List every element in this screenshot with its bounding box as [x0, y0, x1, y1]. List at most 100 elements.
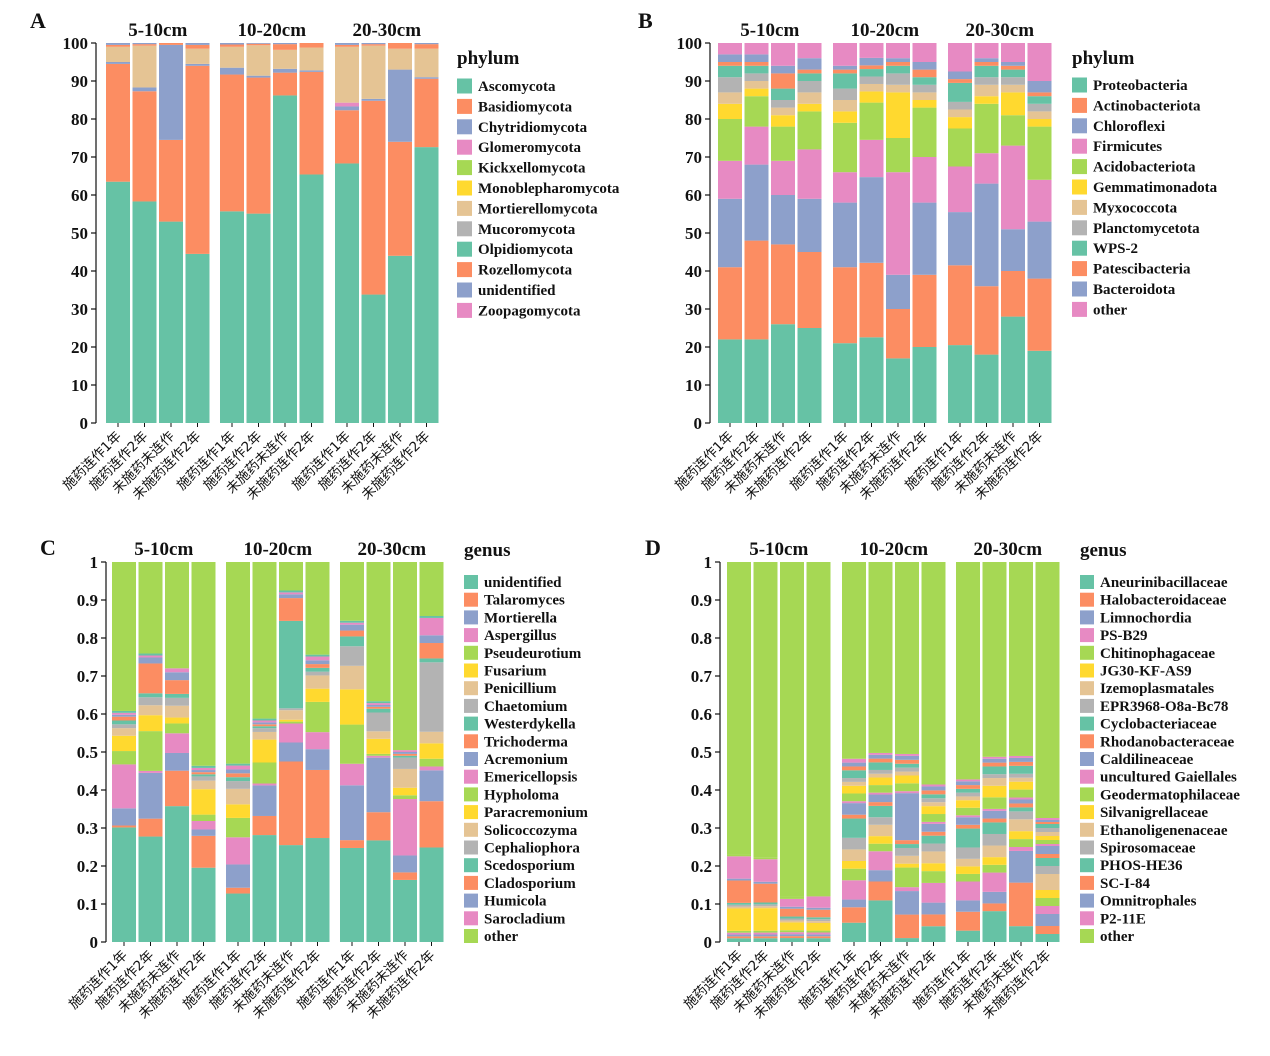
bar-segment [727, 908, 751, 931]
bar-segment [220, 43, 244, 45]
bar-segment [744, 81, 769, 89]
bar-segment [833, 88, 857, 100]
bar-segment [112, 716, 136, 721]
bar-segment [780, 562, 804, 897]
legend-item-label: Emericellopsis [484, 770, 577, 786]
bar-segment [868, 785, 893, 793]
bar-segment [393, 757, 417, 769]
bar-segment [299, 43, 324, 48]
legend-item-label: EPR3968-O8a-Bc78 [1100, 699, 1228, 715]
legend-swatch [1072, 199, 1087, 215]
bar-segment [797, 252, 822, 328]
bar-segment [393, 799, 417, 856]
bar-segment [744, 126, 769, 165]
bar-segment [1035, 562, 1060, 818]
legend-swatch [1080, 575, 1094, 589]
bar-segment [305, 667, 330, 672]
bar-segment [226, 777, 250, 782]
bar-segment [361, 44, 386, 46]
bar-segment [956, 815, 980, 818]
bar-segment [921, 802, 946, 807]
bar-segment [886, 43, 910, 59]
bar-segment [956, 828, 980, 848]
bar-segment [220, 211, 244, 423]
bar-segment [744, 88, 769, 97]
bar-segment [744, 54, 769, 62]
bar-segment [1027, 43, 1052, 81]
bar-segment [718, 77, 742, 93]
legend-item-label: PS-B29 [1100, 628, 1148, 644]
panel-label: D [645, 535, 661, 560]
bar-segment [886, 58, 910, 62]
bar-segment [842, 868, 866, 881]
bar-segment [771, 107, 795, 116]
legend-swatch [464, 769, 478, 784]
bar-segment [806, 907, 831, 910]
bar-segment [335, 43, 359, 45]
bar-segment [252, 728, 277, 732]
bar-segment [718, 198, 742, 268]
bar-segment [414, 48, 439, 78]
bar-segment [335, 102, 359, 107]
bar-segment [868, 824, 893, 837]
bar-segment [1001, 229, 1025, 271]
bar-segment [165, 672, 189, 681]
legend-item-label: Fusarium [484, 664, 547, 680]
bar-segment [868, 752, 893, 755]
bar-segment [159, 139, 183, 222]
bar-segment [226, 562, 250, 764]
bar-segment [226, 773, 250, 778]
bar-segment [335, 110, 359, 164]
bar-segment [279, 708, 303, 711]
bar-segment [1035, 820, 1060, 822]
bar-segment [727, 930, 751, 933]
bar-segment [419, 801, 444, 848]
y-tick-label: 0.3 [691, 819, 712, 838]
legend-swatch [464, 734, 478, 749]
bar-segment [718, 119, 742, 161]
bar-segment [833, 100, 857, 112]
legend-swatch [457, 119, 472, 135]
bar-segment [393, 752, 417, 754]
bar-segment [797, 92, 822, 104]
bar-segment [1035, 844, 1060, 846]
y-tick-label: 0.1 [77, 895, 98, 914]
bar-segment [226, 864, 250, 888]
bar-segment [1009, 850, 1033, 883]
legend-item-label: PHOS-HE36 [1100, 858, 1183, 874]
bar-segment [771, 65, 795, 74]
bar-segment [1035, 824, 1060, 828]
legend-swatch [1080, 698, 1094, 713]
bar-segment [273, 43, 297, 45]
bar-segment [366, 753, 391, 756]
bar-segment [165, 680, 189, 694]
bar-segment [159, 44, 183, 140]
bar-segment [340, 840, 364, 848]
bar-segment [138, 693, 163, 698]
bar-segment [895, 891, 919, 915]
bar-segment [921, 871, 946, 883]
legend-swatch [1072, 118, 1087, 134]
bar-segment [806, 909, 831, 918]
bar-segment [886, 358, 910, 423]
y-tick-label: 0.5 [691, 743, 712, 762]
bar-segment [718, 62, 742, 66]
y-tick-label: 0.9 [77, 591, 98, 610]
legend-swatch [1080, 805, 1094, 820]
bar-segment [246, 45, 271, 76]
legend-item-label: Aspergillus [484, 628, 557, 644]
bar-segment [982, 756, 1007, 759]
bar-segment [797, 58, 822, 70]
bar-segment [185, 48, 210, 64]
bar-segment [948, 71, 972, 80]
legend-item-label: Kickxellomycota [478, 161, 586, 177]
bar-segment [279, 620, 303, 709]
bar-segment [956, 788, 980, 793]
bar-segment [366, 703, 391, 705]
bar-segment [912, 347, 937, 423]
panel-label: A [30, 8, 46, 33]
legend-swatch [1080, 875, 1094, 890]
legend-swatch [1080, 787, 1094, 802]
bar-segment [895, 767, 919, 772]
